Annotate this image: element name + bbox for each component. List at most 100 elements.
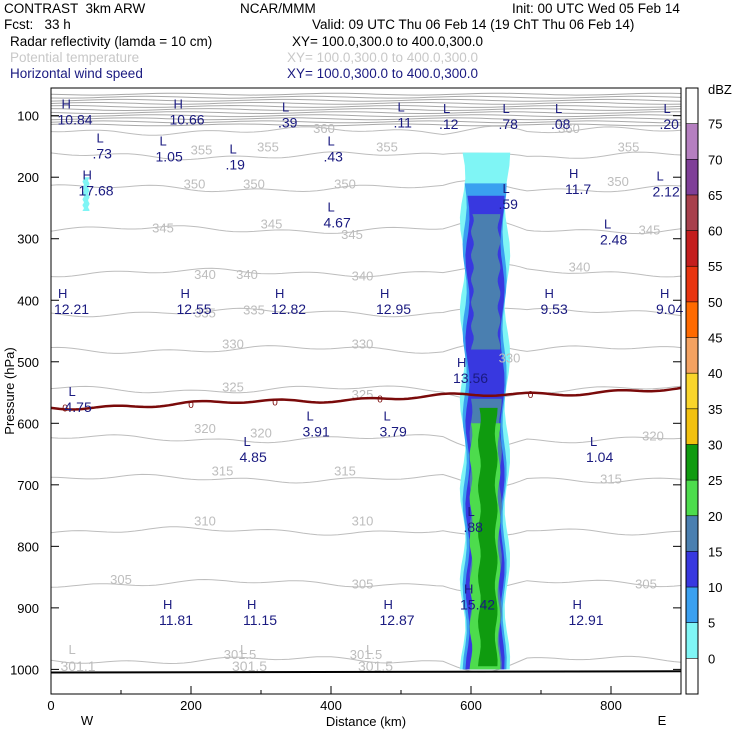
colorbar-segment xyxy=(686,587,698,623)
wind-extremum-marker: H xyxy=(573,597,582,612)
wind-extremum-marker: L xyxy=(384,409,391,424)
freezing-level-label: 0 xyxy=(62,404,68,415)
freezing-level-label: 0 xyxy=(188,400,194,411)
theta-label: 330 xyxy=(352,336,374,351)
theta-extremum-value: 301.5 xyxy=(358,658,393,674)
theta-label: 330 xyxy=(499,350,521,365)
wind-extremum-value: .20 xyxy=(660,116,680,132)
theta-label: 350 xyxy=(607,174,629,189)
wind-extremum-marker: L xyxy=(328,199,335,214)
colorbar-segment xyxy=(686,266,698,302)
wind-extremum-marker: L xyxy=(97,130,104,145)
theta-label: 310 xyxy=(352,514,374,529)
theta-contour xyxy=(50,434,682,450)
colorbar-label: 15 xyxy=(708,544,722,559)
colorbar-segment xyxy=(686,337,698,374)
colorbar-label: 0 xyxy=(708,651,715,666)
y-tick-label: 900 xyxy=(17,601,39,616)
theta-label: 335 xyxy=(194,306,216,321)
colorbar-label: 75 xyxy=(708,117,722,132)
wind-extremum-marker: H xyxy=(545,286,554,301)
wind-extremum-value: 10.66 xyxy=(170,112,205,128)
wind-extremum-marker: L xyxy=(503,101,510,116)
theta-label: 330 xyxy=(222,336,244,351)
west-label: W xyxy=(81,713,94,728)
theta-extremum-marker: L xyxy=(69,642,76,657)
theta-label: 305 xyxy=(110,572,132,587)
wind-extremum-value: 11.81 xyxy=(159,612,193,628)
wind-extremum-marker: L xyxy=(160,134,167,149)
theta-label: 350 xyxy=(243,176,265,191)
theta-contour xyxy=(50,125,682,136)
legend-wind-label: Horizontal wind speed xyxy=(10,66,143,81)
theta-label: 305 xyxy=(635,576,657,591)
wind-extremum-value: 17.68 xyxy=(79,182,114,198)
colorbar-label: 20 xyxy=(708,509,722,524)
theta-label: 345 xyxy=(639,223,661,238)
header-left-2: Fcst: 33 h xyxy=(4,17,71,32)
wind-extremum-marker: H xyxy=(83,167,92,182)
theta-label: 340 xyxy=(569,259,591,274)
theta-label: 301.5 xyxy=(224,647,257,662)
x-tick-label: 800 xyxy=(600,698,622,713)
theta-contour-upper xyxy=(50,117,682,121)
theta-contour-upper xyxy=(50,102,682,105)
theta-extremum-marker: L xyxy=(366,642,373,657)
theta-label: 340 xyxy=(236,267,258,282)
theta-label: 350 xyxy=(184,176,206,191)
theta-extremum-value: 301.5 xyxy=(232,658,267,674)
wind-extremum-marker: L xyxy=(468,504,475,519)
wind-extremum-value: 3.79 xyxy=(380,424,407,440)
theta-contour xyxy=(50,307,682,318)
colorbar-label: 70 xyxy=(708,152,722,167)
colorbar-segment xyxy=(686,88,698,124)
wind-extremum-value: .59 xyxy=(499,196,519,212)
wind-extremum-value: 9.53 xyxy=(541,301,568,317)
wind-extremum-marker: H xyxy=(457,355,466,370)
wind-extremum-marker: H xyxy=(62,97,71,112)
colorbar-label: 5 xyxy=(708,616,715,631)
theta-contour xyxy=(50,263,682,278)
header-center-1: NCAR/MMM xyxy=(240,1,316,16)
wind-extremum-marker: H xyxy=(380,286,389,301)
y-tick-label: 700 xyxy=(17,478,39,493)
wind-extremum-marker: L xyxy=(69,384,76,399)
theta-contour-upper xyxy=(50,108,682,112)
theta-label: 360 xyxy=(558,121,580,136)
wind-extremum-marker: L xyxy=(503,181,510,196)
colorbar-segment xyxy=(686,622,698,659)
colorbar-label: 50 xyxy=(708,295,722,310)
wind-extremum-value: .78 xyxy=(499,116,519,132)
theta-label: 350 xyxy=(334,176,356,191)
wind-extremum-value: 12.21 xyxy=(54,301,89,317)
wind-extremum-marker: L xyxy=(664,101,671,116)
theta-label: 345 xyxy=(152,221,174,236)
y-tick-label: 1000 xyxy=(10,662,39,677)
colorbar-label: 25 xyxy=(708,473,722,488)
x-tick-label: 600 xyxy=(460,698,482,713)
east-label: E xyxy=(658,713,667,728)
y-axis-label: Pressure (hPa) xyxy=(2,347,17,434)
reflectivity-30dbz xyxy=(478,407,498,667)
colorbar-segment xyxy=(686,123,698,160)
header-left-1: CONTRAST 3km ARW xyxy=(4,1,146,16)
wind-extremum-value: 3.91 xyxy=(303,424,330,440)
theta-label: 355 xyxy=(257,139,279,154)
theta-contour-upper xyxy=(50,120,682,124)
colorbar-segment xyxy=(686,373,698,409)
theta-extremum-value: 301.1 xyxy=(61,658,96,674)
freezing-level-label: 0 xyxy=(272,397,278,408)
wind-extremum-marker: L xyxy=(282,100,289,115)
wind-extremum-marker: H xyxy=(247,597,256,612)
theta-contour xyxy=(50,151,682,161)
theta-contour-upper xyxy=(50,123,682,127)
legend-theta-xy: XY= 100.0,300.0 to 400.0,300.0 xyxy=(287,50,479,65)
colorbar-label: 45 xyxy=(708,331,722,346)
theta-label: 310 xyxy=(194,514,216,529)
wind-extremum-value: 4.75 xyxy=(65,399,92,415)
wind-extremum-value: 12.55 xyxy=(177,301,212,317)
x-axis-label: Distance (km) xyxy=(326,714,406,729)
colorbar-label: 30 xyxy=(708,437,722,452)
plot-frame xyxy=(50,87,682,695)
